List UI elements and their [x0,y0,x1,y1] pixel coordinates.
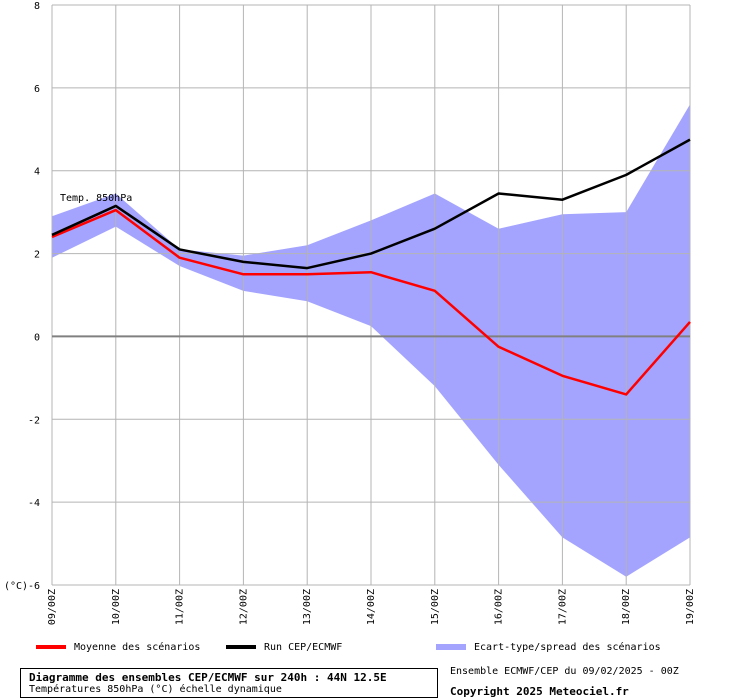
x-tick-label: 16/00Z [494,589,505,625]
chart-subtitle: Températures 850hPa (°C) échelle dynamiq… [29,684,282,695]
y-tick-label: 8 [34,1,40,12]
x-tick-label: 13/00Z [302,589,313,625]
x-tick-label: 19/00Z [685,589,696,625]
series-mean-line [51,208,691,396]
y-tick-label: 4 [34,167,40,178]
y-tick-label: 0 [34,332,40,343]
legend-item-mean: Moyenne des scénarios [36,640,200,654]
legend-swatch-run [226,645,256,649]
x-tick-label: 14/00Z [366,589,377,625]
legend-label-mean: Moyenne des scénarios [74,641,201,653]
copyright-text: Copyright 2025 Meteociel.fr [450,685,629,698]
title-box: Diagramme des ensembles CEP/ECMWF sur 24… [20,668,438,698]
series-annotation: Temp. 850hPa [60,193,132,204]
x-tick-label: 18/00Z [621,589,632,625]
x-tick-label: 09/00Z [47,589,58,625]
ensemble-info: Ensemble ECMWF/CEP du 09/02/2025 - 00Z [450,666,679,677]
y-tick-label: -2 [28,415,40,426]
y-axis-unit-label: (°C) [4,581,28,592]
legend-item-spread: Ecart-type/spread des scénarios [436,640,661,654]
legend-label-run: Run CEP/ECMWF [264,641,343,653]
y-tick-label: -6 [28,581,40,592]
x-tick-label: 17/00Z [557,589,568,625]
legend-swatch-mean [36,645,66,649]
y-tick-label: 6 [34,84,40,95]
y-tick-label: -4 [28,498,40,509]
x-tick-label: 10/00Z [111,589,122,625]
spread-band [52,104,690,577]
legend-swatch-spread [436,644,466,650]
x-tick-label: 15/00Z [430,589,441,625]
x-tick-label: 11/00Z [175,589,186,625]
x-tick-label: 12/00Z [238,589,249,625]
legend-item-run: Run CEP/ECMWF [226,640,342,654]
y-tick-label: 2 [34,250,40,261]
chart-title: Diagramme des ensembles CEP/ECMWF sur 24… [29,671,387,684]
series-run-line [51,138,691,270]
legend-label-spread: Ecart-type/spread des scénarios [474,641,661,653]
